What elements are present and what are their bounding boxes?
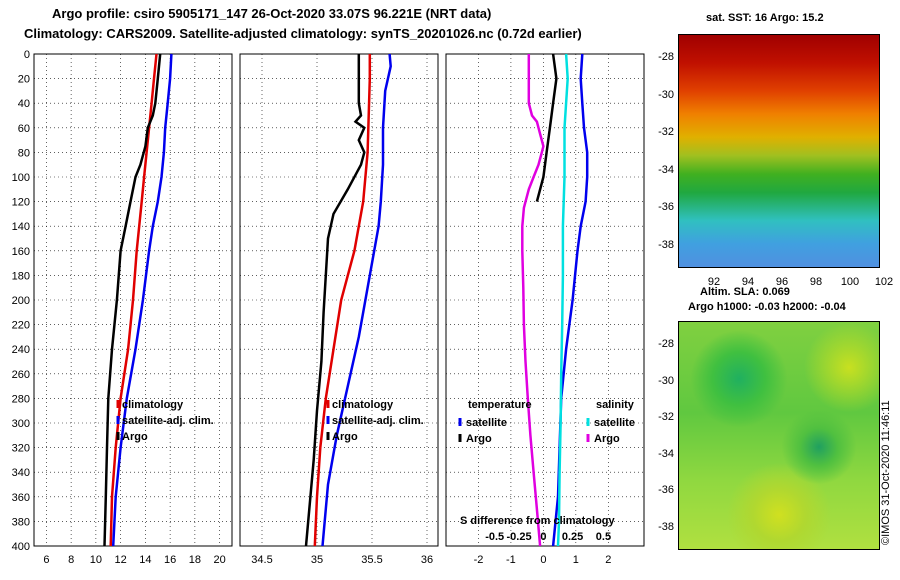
lat-tick-label: -30 [658, 374, 674, 387]
series-line-climatology [313, 54, 372, 547]
legend-label: satellite-adj. clim. [122, 415, 214, 427]
lon-tick-label: 100 [840, 276, 860, 288]
legend-label: satellite-adj. clim. [332, 415, 424, 427]
lat-tick-label: -32 [658, 126, 674, 139]
x-tick-label: -1 [506, 554, 516, 566]
lat-tick-label: -28 [658, 338, 674, 350]
depth-tick-label: 340 [12, 467, 30, 479]
depth-tick-label: 100 [12, 172, 30, 184]
sst-map [678, 34, 880, 268]
depth-tick-label: 400 [12, 541, 30, 553]
x-tick-label: 18 [189, 554, 201, 566]
x-tick-label: -2 [474, 554, 484, 566]
depth-tick-label: 300 [12, 418, 30, 430]
x-tick-label: 14 [139, 554, 151, 566]
depth-tick-label: 120 [12, 197, 30, 209]
depth-tick-label: 280 [12, 393, 30, 405]
secondary-tick-label: 0.25 [562, 531, 583, 543]
lat-tick-label: -36 [658, 201, 674, 214]
series-line-salinity-satellite [556, 53, 569, 547]
secondary-tick-label: -0.25 [506, 531, 531, 543]
x-tick-label: 20 [214, 554, 226, 566]
x-tick-label: 6 [43, 554, 49, 566]
x-tick-label: 35.5 [361, 554, 382, 566]
lat-tick-label: -34 [658, 447, 674, 460]
sla-map-title-1: Altim. SLA: 0.069 [700, 286, 790, 298]
x-tick-label: 12 [115, 554, 127, 566]
series-line-temperature-argo [535, 53, 558, 202]
depth-tick-label: 180 [12, 270, 30, 282]
depth-tick-label: 140 [12, 221, 30, 233]
x-tick-label: 16 [164, 554, 176, 566]
legend-label: Argo [466, 433, 492, 445]
depth-tick-label: 60 [18, 123, 30, 135]
secondary-tick-label: -0.5 [485, 531, 504, 543]
lat-tick-label: -32 [658, 411, 674, 424]
depth-tick-label: 240 [12, 344, 30, 356]
lon-tick-label: 102 [874, 276, 894, 288]
depth-tick-label: 320 [12, 443, 30, 455]
lon-tick-label: 94 [741, 276, 755, 288]
series-line-climatology [109, 53, 158, 547]
x-tick-label: 2 [605, 554, 611, 566]
depth-tick-label: 220 [12, 320, 30, 332]
legend-label: satellite [466, 417, 507, 429]
sla-map [678, 321, 880, 550]
legend-label: Argo [122, 431, 148, 443]
x-tick-label: 35 [311, 554, 323, 566]
lon-tick-label: 92 [707, 276, 721, 288]
depth-tick-label: 260 [12, 369, 30, 381]
legend-group-salinity: salinity [596, 399, 635, 411]
depth-tick-label: 80 [18, 147, 30, 159]
depth-tick-label: 20 [18, 74, 30, 86]
legend-label: satellite [594, 417, 635, 429]
lat-tick-label: -38 [658, 521, 674, 533]
legend-label: climatology [332, 399, 394, 411]
legend-label: climatology [122, 399, 184, 411]
sla-map-title-2: Argo h1000: -0.03 h2000: -0.04 [688, 301, 846, 313]
legend-label: Argo [332, 431, 358, 443]
header-line-1: Argo profile: csiro 5905171_147 26-Oct-2… [52, 6, 492, 21]
depth-tick-label: 40 [18, 98, 30, 110]
lat-tick-label: -28 [658, 51, 674, 63]
lat-tick-label: -36 [658, 484, 674, 497]
depth-tick-label: 360 [12, 492, 30, 504]
lat-tick-label: -34 [658, 163, 674, 176]
series-line-argo [103, 53, 162, 547]
lon-tick-label: 96 [775, 276, 789, 288]
depth-tick-label: 380 [12, 516, 30, 528]
series-line-satellite-adj-clim- [321, 53, 392, 547]
depth-tick-label: 200 [12, 295, 30, 307]
depth-tick-label: 160 [12, 246, 30, 258]
lat-tick-label: -38 [658, 239, 674, 251]
legend-group-temperature: temperature [468, 399, 532, 411]
x-tick-label: 36 [421, 554, 433, 566]
profile-charts: 0204060801001201401601802002202402602803… [12, 49, 645, 566]
secondary-tick-label: 0 [540, 531, 546, 543]
legend-label: Argo [594, 433, 620, 445]
x-tick-label: 1 [573, 554, 579, 566]
secondary-axis-title: S difference from climatology [460, 515, 616, 527]
lat-tick-label: -30 [658, 88, 674, 101]
sst-map-title: sat. SST: 16 Argo: 15.2 [706, 12, 824, 24]
x-tick-label: 0 [540, 554, 546, 566]
series-line-argo [304, 54, 366, 547]
depth-tick-label: 0 [24, 49, 30, 61]
header-line-2: Climatology: CARS2009. Satellite-adjuste… [24, 26, 582, 41]
secondary-tick-label: 0.5 [596, 531, 611, 543]
lon-tick-label: 98 [809, 276, 823, 288]
x-tick-label: 10 [90, 554, 102, 566]
footer-credit: ©IMOS 31-Oct-2020 11:46:11 [880, 400, 892, 545]
x-tick-label: 34.5 [251, 554, 272, 566]
series-line-satellite-adj-clim- [111, 53, 173, 547]
x-tick-label: 8 [68, 554, 74, 566]
series-line-salinity-argo [521, 54, 545, 547]
